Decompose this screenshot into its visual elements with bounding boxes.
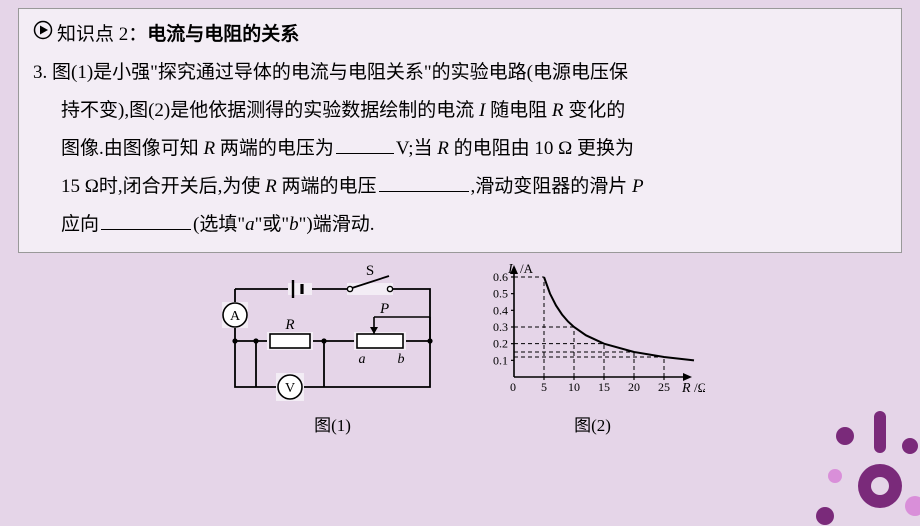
blank-condition — [379, 171, 469, 192]
svg-text:5: 5 — [541, 380, 547, 394]
q-l4b: 两端的电压 — [277, 176, 377, 197]
q-l5b: (选填" — [193, 214, 245, 235]
svg-text:R: R — [284, 317, 294, 333]
svg-text:V: V — [285, 381, 295, 396]
svg-text:a: a — [359, 352, 366, 367]
kp-title: 电流与电阻的关系 — [147, 19, 299, 46]
svg-text:0: 0 — [510, 380, 516, 394]
svg-text:S: S — [366, 263, 374, 279]
q-l2c: 变化的 — [563, 100, 625, 121]
q-l3d: 的电阻由 10 Ω 更换为 — [449, 138, 634, 159]
var-R4: R — [265, 176, 277, 197]
q-l4c: ,滑动变阻器的滑片 — [471, 176, 633, 197]
q-l1a: 图(1)是小强"探究通过导体的电流与电阻关系"的实验电路(电源电压保 — [52, 62, 628, 83]
q-number: 3. — [33, 62, 47, 83]
q-l3b: 两端的电压为 — [215, 138, 334, 159]
svg-text:15: 15 — [598, 380, 610, 394]
q-l4a: 15 Ω时,闭合开关后,为使 — [61, 176, 265, 197]
svg-text:/Ω: /Ω — [694, 380, 705, 395]
q-l2: 持不变),图(2)是他依据测得的实验数据绘制的电流 — [61, 100, 479, 121]
blank-direction — [101, 209, 191, 230]
var-R: R — [552, 100, 564, 121]
q-l5c: "或" — [255, 214, 290, 235]
figure-1: S A R Pa b V 图(1) — [215, 259, 450, 436]
q-l5a: 应向 — [61, 214, 99, 235]
blank-voltage — [336, 133, 394, 154]
kp-prefix: 知识点 2： — [57, 19, 147, 46]
svg-text:/A: /A — [520, 261, 534, 276]
svg-text:0.4: 0.4 — [493, 303, 508, 317]
figure-2: 0.10.20.30.40.50.60510152025I/AR/Ω 图(2) — [480, 259, 705, 436]
svg-text:0.1: 0.1 — [493, 353, 508, 367]
svg-text:A: A — [230, 309, 241, 324]
fig2-caption: 图(2) — [480, 411, 705, 436]
knowledge-point-header: 知识点 2： 电流与电阻的关系 — [33, 19, 887, 46]
svg-text:0.6: 0.6 — [493, 270, 508, 284]
opt-b: b — [289, 214, 299, 235]
figures-row: S A R Pa b V 图(1) 0.1 0.2 0.3 0.4 0.5 0.6 0 5 10 15 20 2… — [0, 259, 920, 436]
var-R2: R — [204, 138, 216, 159]
var-P: P — [632, 176, 644, 197]
svg-text:10: 10 — [568, 380, 580, 394]
svg-text:0.2: 0.2 — [493, 337, 508, 351]
content-box: 知识点 2： 电流与电阻的关系 3. 图(1)是小强"探究通过导体的电流与电阻关… — [18, 8, 902, 253]
q-l2b: 随电阻 — [485, 100, 552, 121]
question-text: 3. 图(1)是小强"探究通过导体的电流与电阻关系"的实验电路(电源电压保 持不… — [33, 54, 887, 244]
svg-text:25: 25 — [658, 380, 670, 394]
q-l3a: 图像.由图像可知 — [61, 138, 204, 159]
opt-a: a — [245, 214, 255, 235]
svg-text:0.3: 0.3 — [493, 320, 508, 334]
play-icon — [33, 20, 53, 46]
circuit-diagram: S A R Pa b V — [215, 259, 450, 404]
svg-text:20: 20 — [628, 380, 640, 394]
var-R3: R — [437, 138, 449, 159]
q-l3c: V;当 — [396, 138, 437, 159]
q-l5d: ")端滑动. — [299, 214, 375, 235]
svg-text:b: b — [398, 352, 405, 367]
fig1-caption: 图(1) — [215, 411, 450, 436]
svg-text:R: R — [681, 381, 691, 396]
graph-diagram: 0.10.20.30.40.50.60510152025I/AR/Ω — [480, 259, 705, 404]
svg-text:0.5: 0.5 — [493, 287, 508, 301]
svg-text:P: P — [379, 301, 389, 317]
